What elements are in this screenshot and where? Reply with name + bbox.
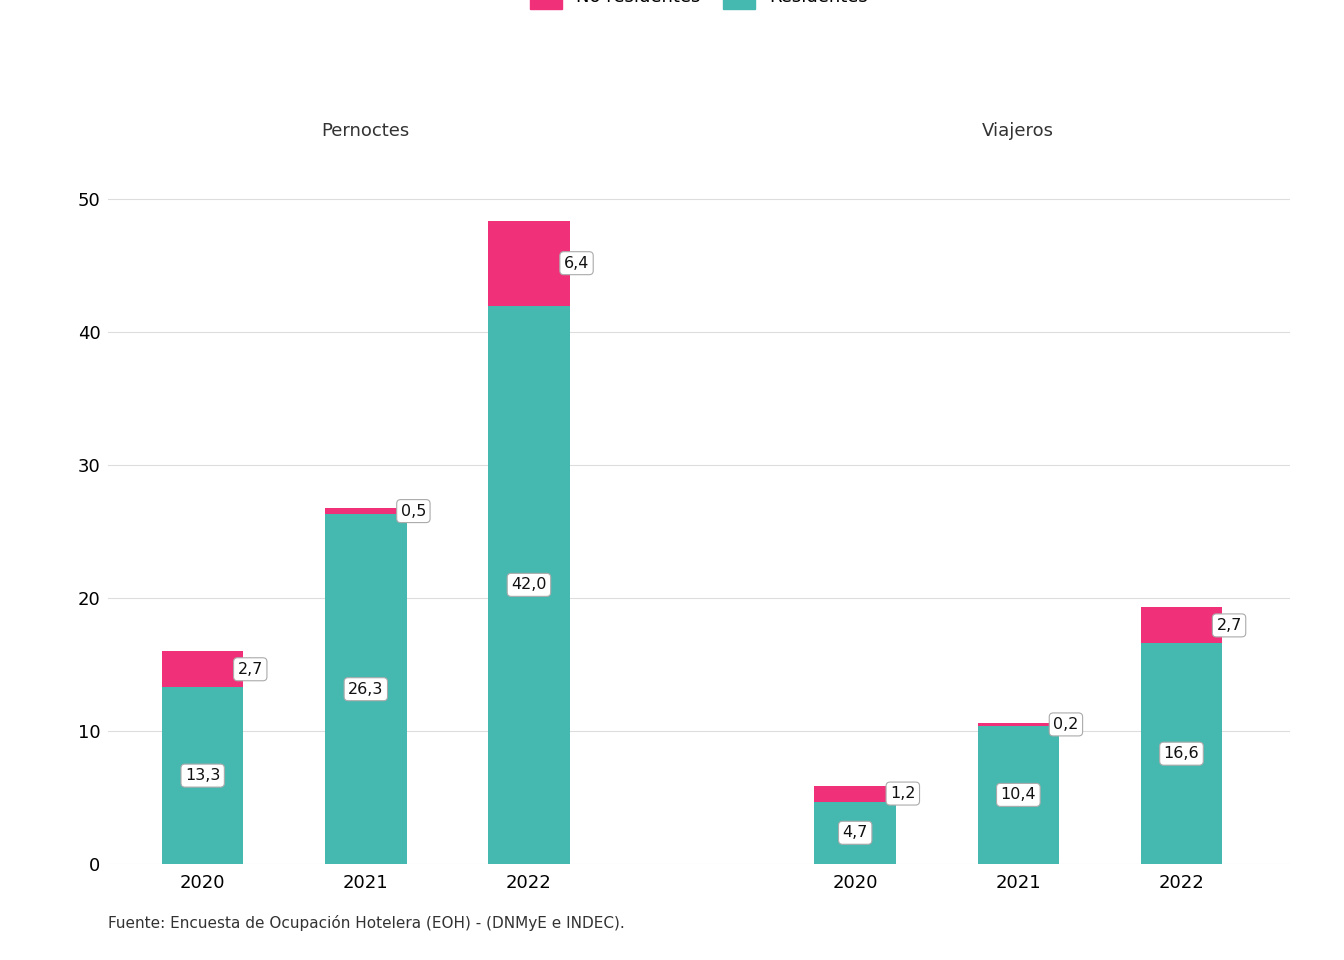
Bar [814,785,896,802]
Bar [488,305,570,864]
Bar [488,221,570,305]
Bar [1141,643,1222,864]
Text: Pernoctes: Pernoctes [321,122,410,139]
Text: 13,3: 13,3 [185,768,220,783]
Text: 2,7: 2,7 [1216,618,1242,633]
Text: 0,2: 0,2 [1054,717,1079,732]
Bar [161,687,243,864]
Bar [325,508,407,515]
Text: 6,4: 6,4 [564,255,589,271]
Text: 26,3: 26,3 [348,682,383,697]
Text: 4,7: 4,7 [843,826,868,840]
Text: 10,4: 10,4 [1000,787,1036,803]
Bar [977,723,1059,726]
Text: 42,0: 42,0 [511,577,547,592]
Text: Viajeros: Viajeros [982,122,1054,139]
Bar [161,651,243,687]
Bar [977,726,1059,864]
Text: 1,2: 1,2 [890,786,915,801]
Text: 16,6: 16,6 [1164,746,1199,761]
Text: 2,7: 2,7 [238,661,263,677]
Bar [325,515,407,864]
Text: 0,5: 0,5 [401,504,426,518]
Bar [814,802,896,864]
Bar [1141,608,1222,643]
Legend: No residentes, Residentes: No residentes, Residentes [520,0,878,18]
Text: Fuente: Encuesta de Ocupación Hotelera (EOH) - (DNMyE e INDEC).: Fuente: Encuesta de Ocupación Hotelera (… [108,915,624,931]
